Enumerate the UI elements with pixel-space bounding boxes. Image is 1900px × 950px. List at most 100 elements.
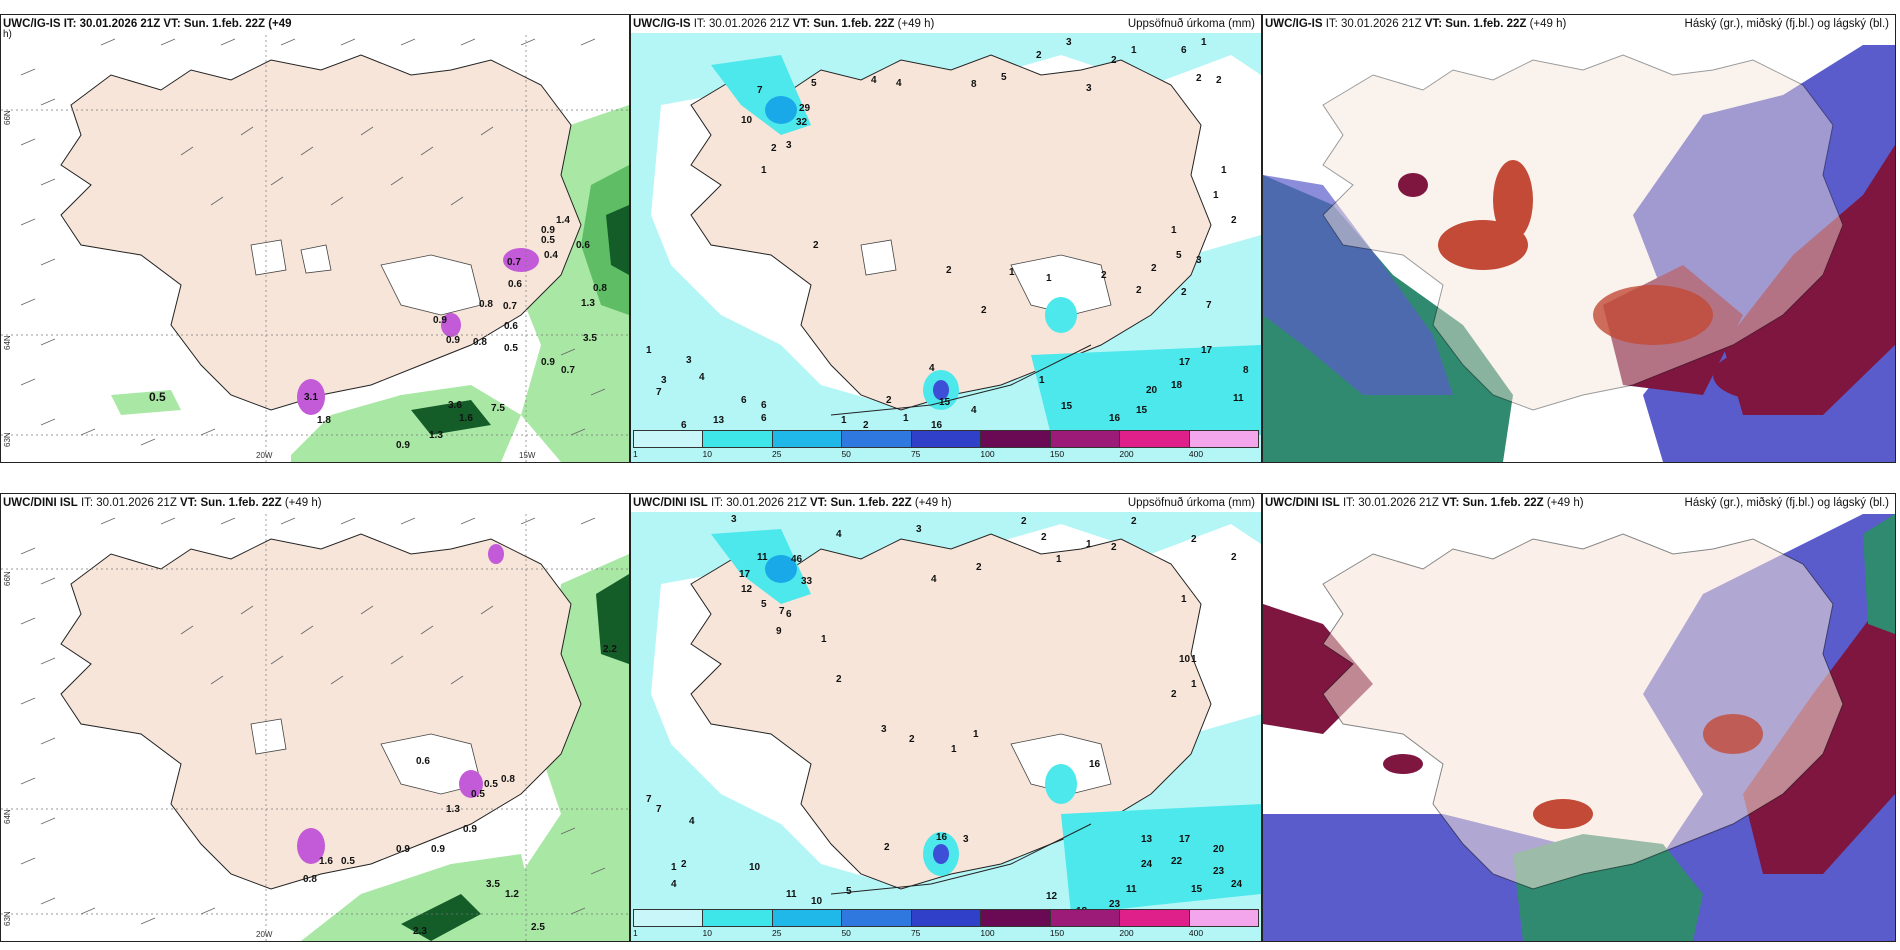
colorbar-swatch xyxy=(772,431,843,447)
colorbar-tick: 75 xyxy=(910,449,921,459)
value-label: 5 xyxy=(1001,72,1007,83)
colorbar-swatch xyxy=(842,910,912,926)
cloud-mid-patch xyxy=(1383,754,1423,774)
colorbar-swatch xyxy=(772,910,843,926)
value-label: 0.9 xyxy=(541,357,555,368)
init-time: IT: 30.01.2026 21Z xyxy=(707,497,811,509)
colorbar-tick: 400 xyxy=(1188,449,1204,459)
panel-precip-top: UWC/IG-IS IT: 30.01.2026 21Z VT: Sun. 1.… xyxy=(630,14,1262,463)
value-label: 17 xyxy=(1179,357,1191,368)
colorbar-swatch xyxy=(1050,910,1121,926)
precip-area-east-dark xyxy=(596,574,629,664)
colorbar-tick: 200 xyxy=(1119,928,1134,938)
panel-header: UWC/DINI ISL IT: 30.01.2026 21Z VT: Sun.… xyxy=(1,494,629,512)
precip-area-east-darkest xyxy=(606,205,629,275)
value-label: 1 xyxy=(761,165,767,176)
value-label: 11 xyxy=(757,552,768,563)
iceland-land xyxy=(690,533,1212,890)
colorbar-tick: 50 xyxy=(841,928,851,938)
value-label: 16 xyxy=(936,832,948,843)
panel-header: UWC/DINI ISL IT: 30.01.2026 21Z VT: Sun.… xyxy=(1263,494,1895,512)
value-label: 5 xyxy=(761,599,767,610)
value-label: 5 xyxy=(1176,250,1182,261)
value-label: 0.6 xyxy=(416,756,430,767)
value-label: 0.9 xyxy=(433,315,447,326)
precip-max-east xyxy=(488,544,504,564)
valid-time: VT: Sun. 1.feb. 22Z xyxy=(1424,18,1527,30)
value-label: 1.8 xyxy=(317,415,331,426)
lead-time: (+49 h) xyxy=(894,18,935,30)
cloud-rust-patch xyxy=(1593,285,1713,345)
glacier-langjokull xyxy=(250,718,287,755)
axis-lon-20w: 20W xyxy=(256,930,273,939)
colorbar-tick: 10 xyxy=(702,449,712,459)
model-name: UWC/IG-IS xyxy=(1265,18,1323,30)
lead-time: (+49 h) xyxy=(1526,18,1567,30)
model-name: UWC/DINI ISL xyxy=(1265,497,1340,509)
precip-southeast xyxy=(1031,345,1261,435)
axis-lat-66n: 66N xyxy=(3,571,12,586)
value-label: 17 xyxy=(1179,834,1191,845)
value-label: 1 xyxy=(1056,554,1062,565)
value-label: 1.3 xyxy=(429,430,443,441)
graticule xyxy=(1,35,629,462)
value-label: 20 xyxy=(1213,844,1225,855)
colorbar-tick: 50 xyxy=(841,449,851,459)
valid-time: VT: Sun. 1.feb. 22Z xyxy=(792,18,895,30)
value-label: 0.9 xyxy=(431,844,445,855)
value-label: 7.5 xyxy=(491,403,505,414)
map-clouds-bottom xyxy=(1263,494,1895,941)
value-label: 4 xyxy=(896,78,902,89)
value-label: 3 xyxy=(916,524,922,535)
value-label: 6 xyxy=(741,395,747,406)
colorbar-tick: 10 xyxy=(702,928,712,938)
value-label: 1 xyxy=(841,415,847,426)
value-label: 2 xyxy=(981,305,987,316)
valid-time: VT: Sun. 1.feb. 22Z xyxy=(1442,497,1544,509)
value-label: 6 xyxy=(681,420,687,431)
precip-westfjords xyxy=(711,529,811,604)
glacier-vatnajokull xyxy=(1010,254,1112,316)
value-label: 2 xyxy=(1136,285,1142,296)
colorbar-tick: 1 xyxy=(633,928,638,938)
value-label: 3 xyxy=(1196,255,1202,266)
value-label: 1.6 xyxy=(459,413,473,424)
colorbar-ticks: 1 10 25 50 75 100 150 200 400 xyxy=(633,449,1259,461)
value-label: 1 xyxy=(973,729,979,740)
value-label: 2 xyxy=(886,395,892,406)
value-label: 4 xyxy=(971,405,977,416)
value-label: 2 xyxy=(1021,516,1027,527)
value-label: 1 xyxy=(1201,37,1207,48)
precip-max-westfjords xyxy=(765,96,797,124)
value-label: 2 xyxy=(909,734,915,745)
precip-area-sw xyxy=(111,390,181,415)
coast-line xyxy=(830,344,1092,416)
cloud-rust-patch xyxy=(1493,160,1533,240)
value-label: 17 xyxy=(1201,345,1213,356)
value-label: 1 xyxy=(821,634,827,645)
value-label: 1.3 xyxy=(581,298,595,309)
cloud-mid-patch xyxy=(1713,350,1813,400)
colorbar-tick: 100 xyxy=(980,928,995,938)
panel-clouds-bottom: UWC/DINI ISL IT: 30.01.2026 21Z VT: Sun.… xyxy=(1262,493,1896,942)
value-label: 18 xyxy=(1171,380,1183,391)
value-label: 11 xyxy=(786,889,797,900)
axis-lat-63n: 63N xyxy=(3,911,12,926)
value-label: 4 xyxy=(699,372,705,383)
value-label: 2 xyxy=(1216,75,1222,86)
panel-header: UWC/IG-IS IT: 30.01.2026 21Z VT: Sun. 1.… xyxy=(631,15,1261,33)
precip-max-south-core xyxy=(933,380,949,400)
value-label: 1 xyxy=(1221,165,1227,176)
value-label: 2 xyxy=(1171,689,1177,700)
value-label: 7 xyxy=(1206,300,1212,311)
map-clouds-top xyxy=(1263,15,1895,462)
value-label: 5 xyxy=(811,78,817,89)
colorbar-tick: 200 xyxy=(1119,449,1134,459)
coast-line xyxy=(830,823,1092,895)
value-label: 3 xyxy=(661,375,667,386)
panel-header: UWC/IG-IS IT: 30.01.2026 21Z VT: Sun. 1.… xyxy=(1263,15,1895,33)
value-label: 0.8 xyxy=(501,774,515,785)
value-label: 0.5 xyxy=(541,235,555,246)
value-label: 1.4 xyxy=(556,215,570,226)
value-label: 4 xyxy=(871,75,877,86)
